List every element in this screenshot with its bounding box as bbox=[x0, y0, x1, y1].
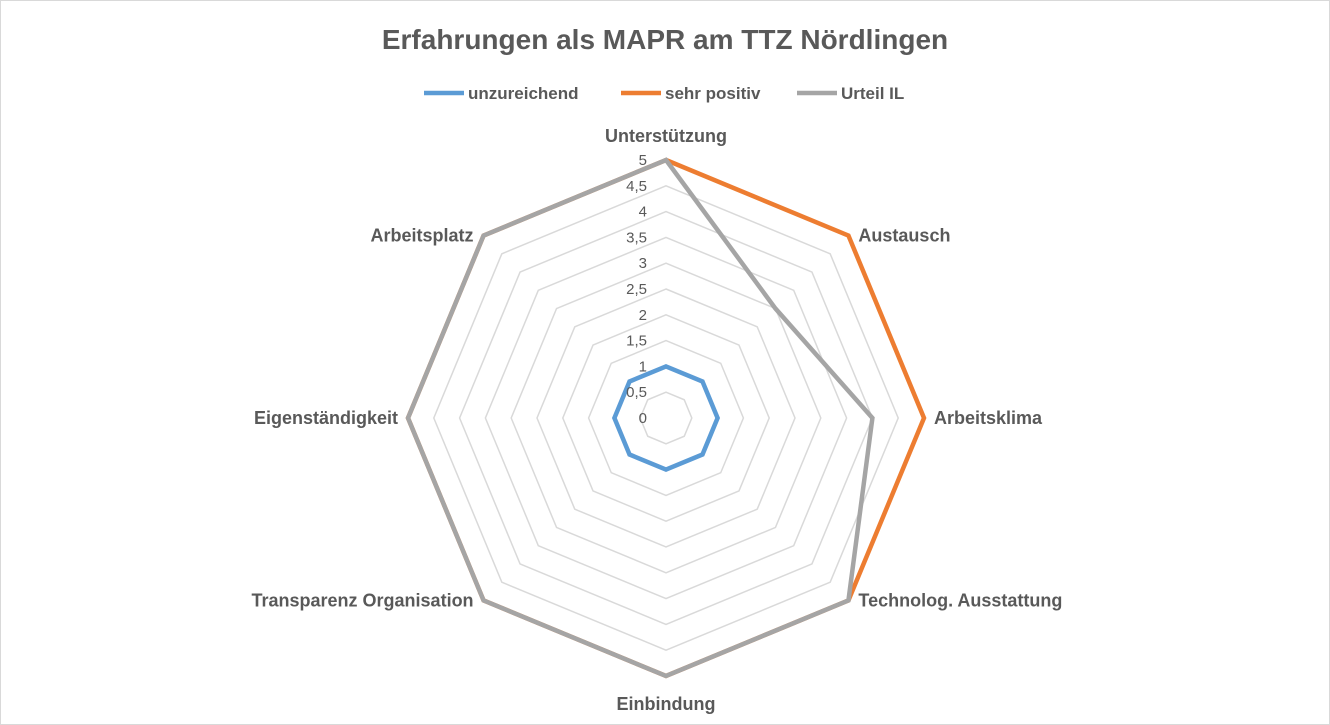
legend: unzureichend sehr positiv Urteil IL bbox=[424, 84, 904, 103]
tick-label: 0 bbox=[639, 410, 647, 427]
tick-label: 2 bbox=[639, 307, 647, 324]
gridline bbox=[484, 236, 848, 600]
category-label: Arbeitsplatz bbox=[371, 226, 474, 246]
category-label: Unterstützung bbox=[605, 126, 727, 146]
gridline bbox=[510, 262, 822, 574]
gridline bbox=[458, 210, 874, 626]
tick-label: 1,5 bbox=[626, 333, 647, 350]
tick-label: 3 bbox=[639, 255, 647, 272]
tick-label: 3,5 bbox=[626, 229, 647, 246]
category-label: Technolog. Ausstattung bbox=[858, 590, 1062, 610]
tick-label: 4 bbox=[639, 204, 647, 221]
legend-label: sehr positiv bbox=[665, 84, 761, 103]
tick-label: 4,5 bbox=[626, 178, 647, 195]
category-label: Arbeitsklima bbox=[934, 408, 1043, 428]
series-group bbox=[405, 157, 927, 679]
category-label: Transparenz Organisation bbox=[252, 590, 474, 610]
category-label: Eigenständigkeit bbox=[254, 408, 398, 428]
category-labels: Unterstützung Austausch Arbeitsklima Techno… bbox=[252, 126, 1063, 714]
series-line-2 bbox=[405, 157, 875, 679]
gridline bbox=[536, 288, 796, 548]
gridline bbox=[639, 391, 693, 445]
legend-label: Urteil IL bbox=[841, 84, 904, 103]
gridline bbox=[561, 313, 771, 523]
category-label: Austausch bbox=[858, 226, 950, 246]
tick-label: 2,5 bbox=[626, 281, 647, 298]
tick-labels: 0 0,5 1 1,5 2 2,5 3 3,5 4 4,5 5 bbox=[626, 152, 647, 427]
tick-label: 5 bbox=[639, 152, 647, 169]
legend-label: unzureichend bbox=[468, 84, 579, 103]
chart-title: Erfahrungen als MAPR am TTZ Nördlingen bbox=[382, 24, 948, 55]
category-label: Einbindung bbox=[617, 694, 716, 714]
gridline bbox=[432, 184, 900, 652]
tick-label: 1 bbox=[639, 358, 647, 375]
series-line-0 bbox=[611, 363, 721, 473]
tick-label: 0,5 bbox=[626, 384, 647, 401]
gridline bbox=[587, 339, 745, 497]
